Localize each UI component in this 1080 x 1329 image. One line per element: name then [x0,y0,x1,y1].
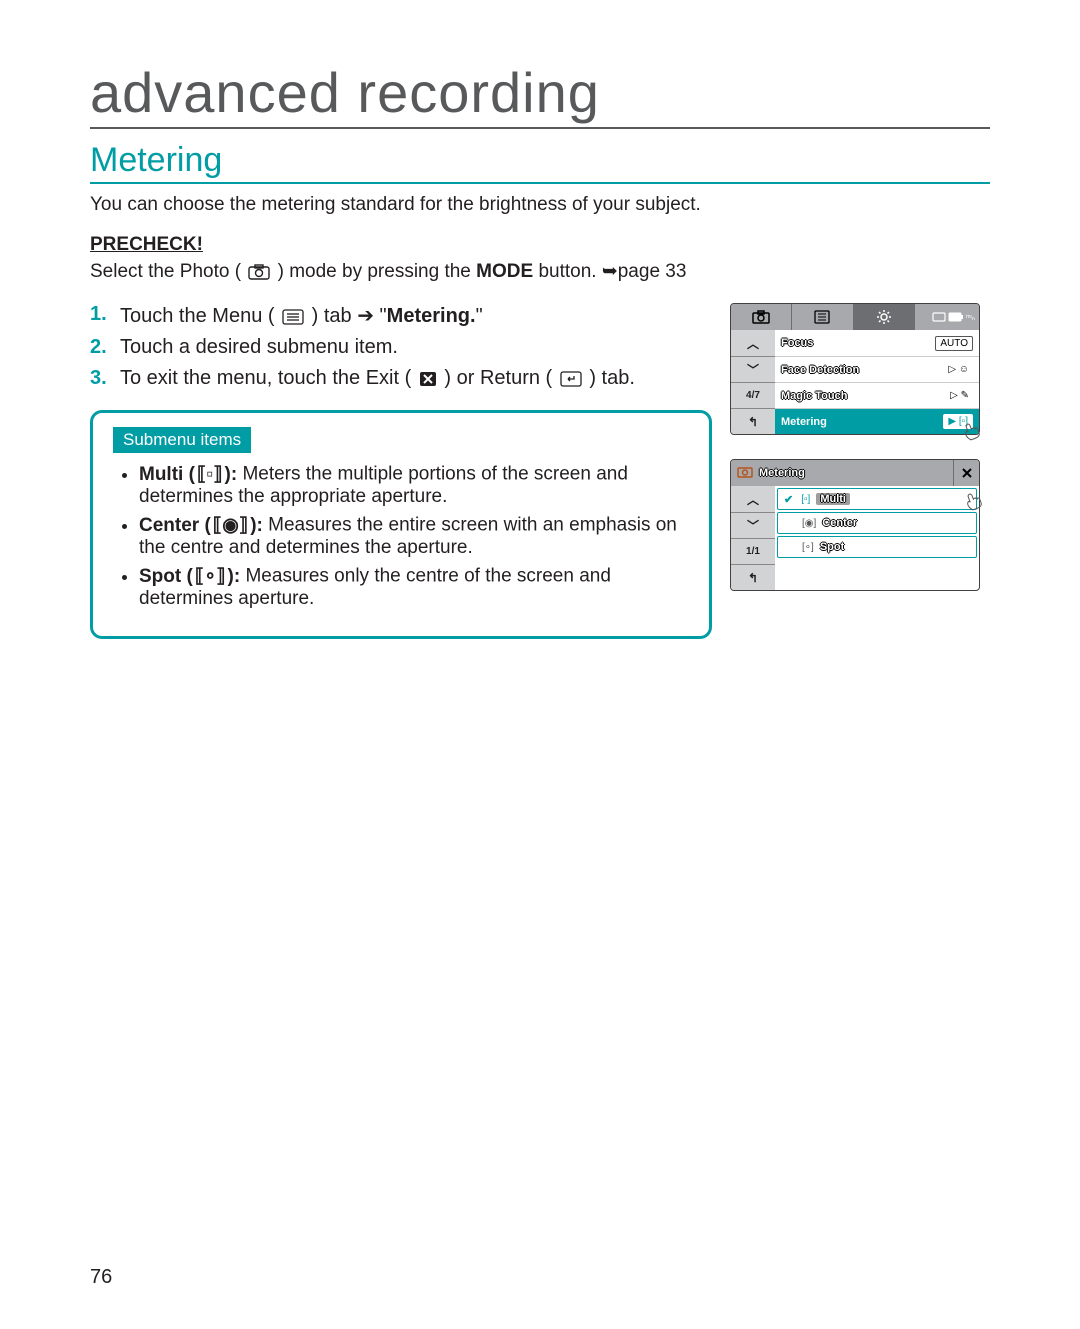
section-title: Metering [90,141,990,184]
submenu-item-spot: Spot (⟦∘⟧): Measures only the centre of … [139,565,689,610]
menu-row-face-detection[interactable]: Face Detection ▷ ☺ [775,356,979,382]
submenu-box: Submenu items Multi (⟦▫⟧): Meters the mu… [90,410,712,639]
status-icons: ᵐᶦₙ [915,304,979,330]
step3-pre: To exit the menu, touch the Exit ( [120,367,411,389]
row-label: Face Detection [781,364,938,376]
step2-text: Touch a desired submenu item. [120,336,712,359]
step1-tail: " [476,305,483,327]
nav-down-button[interactable]: ﹀ [731,356,775,382]
option-glyph: [∘] [802,542,814,553]
submenu-badge: Submenu items [113,427,251,453]
camera-menu-screenshot-2: Metering ︿ ﹀ 1/1 ↰ ✔ [▫] [730,459,980,591]
steps-list: 1. Touch the Menu ( ) tab ➔ "Metering." … [90,303,712,390]
intro-text: You can choose the metering standard for… [90,194,990,216]
step1-post: ) tab ➔ " [312,305,387,327]
menu-row-magic-touch[interactable]: Magic Touch ▷ ✎ [775,382,979,408]
step1-bold: Metering. [387,305,476,327]
spot-glyph-icon: ⟦∘⟧ [195,565,226,588]
submenu-title: Metering [759,467,947,479]
gear-icon[interactable] [854,304,915,330]
step-3: 3. To exit the menu, touch the Exit ( ) … [90,367,712,390]
nav-return-button[interactable]: ↰ [731,408,775,434]
menu-row-metering[interactable]: Metering ▶ [▫] [775,408,979,434]
option-label: Multi [816,493,850,505]
close-button[interactable] [953,460,979,486]
precheck-mode: MODE [476,261,533,282]
step-number: 2. [90,336,112,359]
precheck-tail: button. ➥page 33 [538,261,686,282]
step-2: 2. Touch a desired submenu item. [90,336,712,359]
option-glyph: [▫] [801,494,810,505]
exit-icon [419,371,437,387]
nav-up-button[interactable]: ︿ [731,330,775,356]
menu-tab-icon [282,309,304,325]
cam-nav: ︿ ﹀ 4/7 ↰ [731,330,775,434]
camera-menu-screenshot-1: ᵐᶦₙ ︿ ﹀ 4/7 ↰ Focus AUTO [730,303,980,435]
precheck-pre: Select the Photo ( [90,261,241,282]
center-glyph-icon: ⟦◉⟧ [213,514,248,537]
card-icon [932,312,946,322]
return-icon [560,371,582,387]
nav-down-button[interactable]: ﹀ [731,512,775,538]
step1-pre: Touch the Menu ( [120,305,275,327]
battery-icon [948,312,964,322]
option-glyph: [◉] [802,518,816,529]
menu-icon[interactable] [792,304,853,330]
precheck-label: PRECHECK! [90,234,990,256]
check-icon: ✔ [784,493,793,506]
cam-top-bar: Metering [731,460,979,486]
submenu-name: Multi [139,464,183,485]
option-label: Spot [820,541,844,553]
cam-nav: ︿ ﹀ 1/1 ↰ [731,486,775,590]
multi-glyph-icon: ⟦▫⟧ [197,463,223,486]
submenu-list: Multi (⟦▫⟧): Meters the multiple portion… [113,463,689,610]
camera-mode-icon [248,264,270,280]
row-label: Metering [781,416,937,428]
row-label: Magic Touch [781,390,940,402]
step3-mid: ) or Return ( [444,367,552,389]
submenu-name: Center [139,515,199,536]
camera-icon[interactable] [731,304,792,330]
nav-up-button[interactable]: ︿ [731,486,775,512]
option-center[interactable]: [◉] Center [777,512,977,534]
submenu-item-center: Center (⟦◉⟧): Measures the entire screen… [139,514,689,559]
step3-post: ) tab. [589,367,635,389]
cam-top-bar: ᵐᶦₙ [731,304,979,330]
step-number: 1. [90,303,112,328]
option-label: Center [822,517,857,529]
row-value: ▷ ☺ [944,363,973,376]
nav-page-indicator: 4/7 [731,382,775,408]
precheck-post: ) mode by pressing the [278,261,477,282]
chapter-title: advanced recording [90,60,990,129]
nav-return-button[interactable]: ↰ [731,564,775,590]
page-number: 76 [90,1266,112,1289]
precheck-text: Select the Photo ( ) mode by pressing th… [90,260,990,283]
submenu-item-multi: Multi (⟦▫⟧): Meters the multiple portion… [139,463,689,508]
nav-page-indicator: 1/1 [731,538,775,564]
submenu-name: Spot [139,566,181,587]
option-multi[interactable]: ✔ [▫] Multi [777,488,977,510]
option-spot[interactable]: [∘] Spot [777,536,977,558]
row-value: AUTO [935,336,973,351]
camera-icon [737,466,753,481]
min-indicator: ᵐᶦₙ [966,313,975,322]
step-number: 3. [90,367,112,390]
menu-row-focus[interactable]: Focus AUTO [775,330,979,356]
row-label: Focus [781,337,929,349]
row-value: ▷ ✎ [946,389,973,402]
step-1: 1. Touch the Menu ( ) tab ➔ "Metering." [90,303,712,328]
